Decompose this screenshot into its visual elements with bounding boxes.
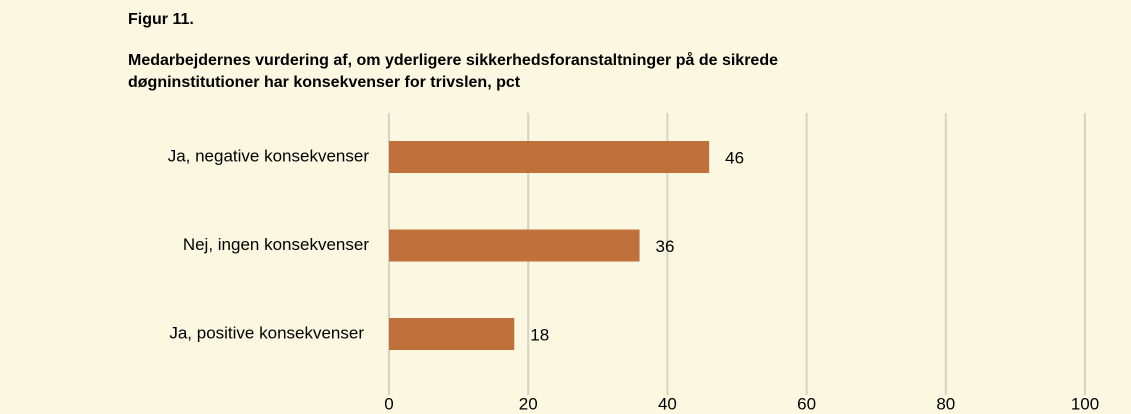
chart-title: Figur 11. (128, 11, 194, 28)
chart-subtitle: Medarbejdernes vurdering af, om yderlige… (128, 51, 778, 69)
bar (389, 141, 710, 173)
y-tick-label: Nej, ingen konsekvenser (183, 235, 370, 254)
x-tick-label: 20 (519, 394, 538, 413)
x-tick-label: 60 (797, 394, 816, 413)
x-tick-label: 80 (936, 394, 955, 413)
data-label: 36 (656, 237, 675, 256)
y-tick-label: Ja, negative konsekvenser (168, 146, 370, 165)
data-label: 18 (530, 325, 549, 344)
x-tick-label: 100 (1071, 394, 1099, 413)
bar (389, 229, 640, 262)
chart-subtitle: døgninstitutioner har konsekvenser for t… (128, 74, 521, 91)
y-tick-label: Ja, positive konsekvenser (169, 323, 364, 342)
data-label: 46 (725, 148, 744, 167)
x-tick-label: 0 (384, 394, 393, 413)
bar (389, 318, 515, 350)
x-tick-label: 40 (658, 394, 677, 413)
